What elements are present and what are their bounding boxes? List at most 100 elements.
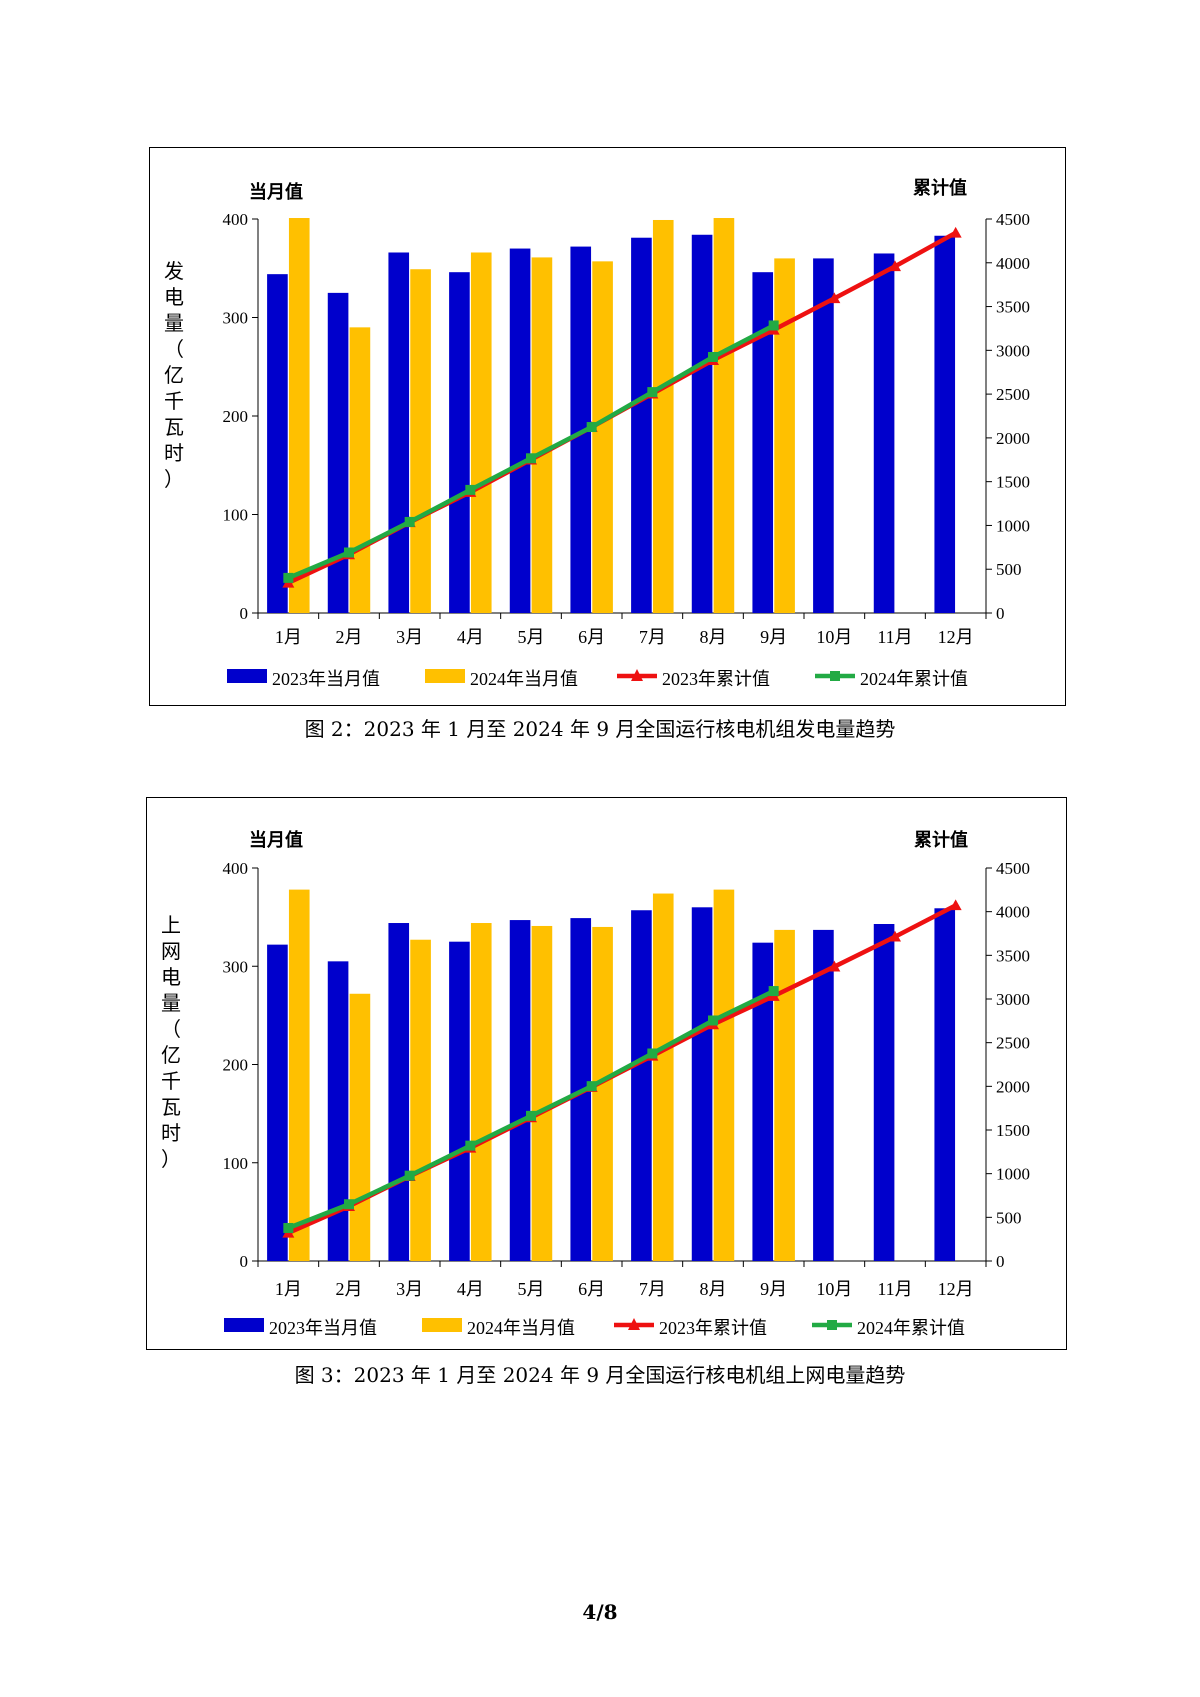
line-marker-triangle xyxy=(828,960,841,972)
line-marker-square xyxy=(586,422,597,433)
bar-a xyxy=(934,235,956,613)
bar-a xyxy=(813,258,834,613)
legend-swatch-bar xyxy=(422,1318,462,1332)
right-tick-label: 2000 xyxy=(996,1077,1030,1096)
y-axis-label: 发电量（亿千瓦时） xyxy=(164,259,184,491)
right-tick-label: 3000 xyxy=(996,990,1030,1009)
left-tick-label: 0 xyxy=(240,1252,249,1271)
x-tick-label: 2月 xyxy=(336,627,363,647)
legend-label: 2024年累计值 xyxy=(860,669,968,689)
bar-a xyxy=(691,234,713,613)
line-marker-square xyxy=(526,453,536,464)
bar-b xyxy=(774,929,795,1261)
left-tick-label: 100 xyxy=(223,1154,249,1173)
x-tick-label: 10月 xyxy=(816,627,852,647)
bar-a xyxy=(752,942,774,1261)
right-tick-label: 500 xyxy=(996,1208,1022,1227)
line-marker-square xyxy=(768,320,779,331)
bar-b xyxy=(410,939,431,1261)
line-marker-triangle xyxy=(828,292,841,304)
line-marker-square xyxy=(768,986,779,997)
x-tick-label: 9月 xyxy=(760,1279,787,1299)
left-tick-label: 200 xyxy=(223,407,249,426)
right-tick-label: 3000 xyxy=(996,341,1030,360)
x-tick-label: 12月 xyxy=(938,627,974,647)
bar-a xyxy=(570,246,592,613)
legend-swatch-bar xyxy=(224,1318,264,1332)
right-tick-label: 1000 xyxy=(996,516,1030,535)
bar-b xyxy=(349,993,371,1261)
chart-generation-plot: 0100200300400050010001500200025003000350… xyxy=(164,177,1030,689)
bar-a xyxy=(449,272,470,613)
left-axis-title: 当月值 xyxy=(249,829,303,851)
right-tick-label: 0 xyxy=(996,1252,1005,1271)
left-tick-label: 0 xyxy=(240,604,249,623)
left-tick-label: 100 xyxy=(223,506,249,525)
x-tick-label: 2月 xyxy=(336,1279,363,1299)
line-marker-triangle xyxy=(889,930,901,942)
x-tick-label: 5月 xyxy=(518,1279,545,1299)
right-tick-label: 4500 xyxy=(996,210,1030,229)
right-tick-label: 4000 xyxy=(996,903,1030,922)
bar-a xyxy=(813,929,834,1261)
legend-marker xyxy=(631,669,643,681)
bar-b xyxy=(531,257,553,613)
x-tick-label: 7月 xyxy=(639,627,666,647)
line-marker-square xyxy=(708,1015,718,1026)
left-tick-label: 400 xyxy=(223,210,249,229)
bar-a xyxy=(631,237,652,613)
legend-marker xyxy=(827,1320,837,1330)
bar-a xyxy=(327,961,349,1261)
bar-a xyxy=(873,253,895,613)
right-axis-title: 累计值 xyxy=(914,829,968,851)
right-tick-label: 4500 xyxy=(996,859,1030,878)
line-marker-square xyxy=(344,1199,354,1210)
bar-a xyxy=(388,252,410,613)
left-axis-title: 当月值 xyxy=(249,181,303,203)
x-tick-label: 8月 xyxy=(700,627,727,647)
right-tick-label: 2500 xyxy=(996,1034,1030,1053)
bar-a xyxy=(267,274,288,613)
y-axis-label: 上网电量（亿千瓦时） xyxy=(161,913,181,1171)
legend-label: 2024年当月值 xyxy=(470,669,578,689)
bar-a xyxy=(267,944,288,1261)
bar-a xyxy=(509,920,531,1261)
bar-a xyxy=(934,908,956,1261)
bar-a xyxy=(449,941,470,1261)
bar-b xyxy=(470,923,492,1261)
legend-swatch-bar xyxy=(227,669,267,683)
x-tick-label: 11月 xyxy=(877,1279,912,1299)
x-tick-label: 3月 xyxy=(396,1279,423,1299)
line-marker-triangle xyxy=(949,899,962,911)
x-tick-label: 5月 xyxy=(518,627,545,647)
left-tick-label: 300 xyxy=(223,957,249,976)
bar-b xyxy=(288,889,310,1261)
x-tick-label: 7月 xyxy=(639,1279,666,1299)
right-tick-label: 3500 xyxy=(996,298,1030,317)
bar-b xyxy=(410,269,431,613)
right-tick-label: 1500 xyxy=(996,1121,1030,1140)
x-tick-label: 10月 xyxy=(816,1279,852,1299)
bar-a xyxy=(509,248,531,614)
bar-b xyxy=(774,258,795,613)
legend-swatch-bar xyxy=(425,669,465,683)
x-tick-label: 8月 xyxy=(700,1279,727,1299)
left-tick-label: 300 xyxy=(223,309,249,328)
line-marker-square xyxy=(647,387,658,398)
right-tick-label: 1000 xyxy=(996,1165,1030,1184)
line-marker-square xyxy=(344,547,354,558)
line-marker-square xyxy=(465,1140,476,1151)
chart-generation: 0 100 200 300 400 0 500 1000 1500 2000 2500 3000 350… xyxy=(149,147,1066,706)
bar-b xyxy=(470,252,492,613)
legend-label: 2023年当月值 xyxy=(269,1318,377,1338)
x-tick-label: 11月 xyxy=(877,627,912,647)
figure-caption-2: 图 2：2023 年 1 月至 2024 年 9 月全国运行核电机组发电量趋势 xyxy=(304,717,896,741)
bar-b xyxy=(652,893,674,1261)
x-tick-label: 4月 xyxy=(457,627,484,647)
bar-b xyxy=(592,926,613,1261)
bar-a xyxy=(388,923,410,1261)
left-tick-label: 400 xyxy=(223,859,249,878)
bar-b xyxy=(713,218,735,613)
line-marker-triangle xyxy=(889,260,901,272)
x-tick-label: 9月 xyxy=(760,627,787,647)
